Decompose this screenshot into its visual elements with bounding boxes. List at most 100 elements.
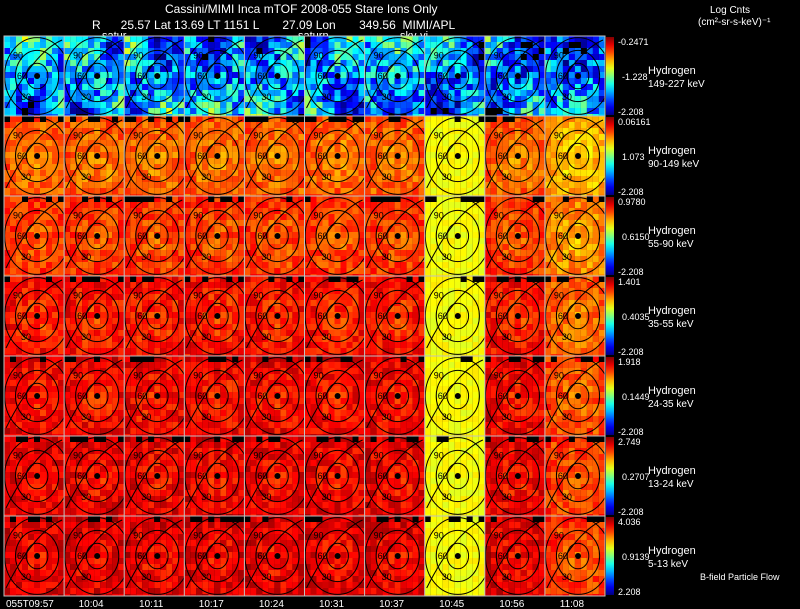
panel-3-column-2 — [64, 196, 125, 276]
panel-2-species: Hydrogen — [648, 145, 696, 157]
x-tick-label-6: 10:31 — [319, 599, 344, 609]
panel-6-column-3-contour-label-3: 30 — [141, 492, 151, 502]
panel-5-column-7-contour-label-1: 90 — [374, 370, 384, 380]
panel-2-column-9 — [484, 116, 545, 196]
panel-1-column-7-contour-label-1: 90 — [374, 50, 384, 60]
panel-4-colorbar-min: -2.208 — [618, 347, 644, 357]
panel-5-column-6 — [304, 356, 365, 436]
panel-4-column-6-contour-label-2: 60 — [318, 311, 328, 321]
panel-7-column-6-contour-label-3: 30 — [322, 572, 332, 582]
panel-1-column-4 — [184, 36, 245, 116]
panel-1-column-4-contour-label-2: 60 — [197, 71, 207, 81]
panel-1-column-10-contour-label-3: 30 — [562, 92, 572, 102]
panel-5-column-9-contour-label-3: 30 — [502, 412, 512, 422]
x-tick-label-2: 10:04 — [79, 599, 104, 609]
panel-2-column-9-contour-label-2: 60 — [498, 151, 508, 161]
panel-5-column-10 — [544, 356, 605, 436]
panel-5-column-6-contour-label-2: 60 — [318, 391, 328, 401]
panel-3-column-10 — [544, 196, 605, 276]
panel-1-column-2-contour-label-1: 90 — [73, 50, 83, 60]
panel-7-column-5-contour-label-1: 90 — [253, 530, 263, 540]
panel-3-column-2-planet-marker — [94, 233, 101, 239]
panel-7-column-10-contour-label-1: 90 — [554, 530, 564, 540]
panel-7-column-7-contour-label-1: 90 — [374, 530, 384, 540]
panel-5-column-4-contour-label-1: 90 — [193, 370, 203, 380]
panel-3-column-9-contours — [484, 197, 551, 275]
panel-4-colorbar-mid: 0.4035 — [622, 312, 650, 322]
panel-6-column-5-planet-marker — [274, 473, 281, 479]
panel-5-column-3-contour-label-1: 90 — [133, 370, 143, 380]
panel-6-column-9-planet-marker — [514, 473, 521, 479]
panel-7-column-5 — [244, 516, 305, 596]
panel-6-column-7-contour-label-3: 30 — [382, 492, 392, 502]
panel-4-column-5-contour-label-1: 90 — [253, 290, 263, 300]
panel-2-column-2-contour-label-3: 30 — [81, 172, 91, 182]
panel-1-column-9-contour-label-1: 90 — [494, 50, 504, 60]
panel-2-column-4-planet-marker — [214, 153, 221, 159]
panel-2-column-1-contour-label-1: 90 — [13, 130, 23, 140]
panel-3-column-4-planet-marker — [214, 233, 221, 239]
panel-2-column-7 — [364, 116, 425, 196]
panel-2-column-2-contour-label-2: 60 — [77, 151, 87, 161]
panel-4-column-4-contour-label-1: 90 — [193, 290, 203, 300]
panel-3-column-8 — [424, 196, 485, 276]
panel-7-column-9-contour-label-2: 60 — [498, 551, 508, 561]
panel-4-column-1-planet-marker — [34, 313, 41, 319]
panel-3-column-5 — [244, 196, 305, 276]
panel-6-column-7-contours — [364, 437, 431, 515]
panel-4-column-6-planet-marker — [334, 313, 341, 319]
panel-6-column-7-planet-marker — [394, 473, 401, 479]
panel-3-column-6-contour-label-2: 60 — [318, 231, 328, 241]
panel-7-column-10-contour-label-3: 30 — [562, 572, 572, 582]
panel-6-column-10-contours — [545, 437, 611, 515]
panel-5-column-2 — [64, 356, 125, 436]
panel-2-column-8-contour-label-3: 30 — [442, 172, 452, 182]
panel-4-column-1 — [4, 276, 64, 356]
panel-4-column-9-planet-marker — [514, 313, 521, 319]
panel-7: 90 60 30 90 60 30 90 60 30 90 60 30 90 60 30 90 60 30 90 60… — [3, 515, 696, 597]
panel-4-column-8-contour-label-3: 30 — [442, 332, 452, 342]
panel-2-column-6 — [304, 116, 365, 196]
panel-7-column-7-contour-label-3: 30 — [382, 572, 392, 582]
panel-7-colorbar-max: 4.036 — [618, 517, 641, 527]
panel-1-colorbar — [606, 37, 614, 115]
panel-1-column-9 — [484, 36, 545, 116]
panel-4-column-8 — [424, 276, 485, 356]
panel-6-column-10-planet-marker — [575, 473, 581, 479]
panel-7-column-1-planet-marker — [34, 553, 41, 559]
panel-2-colorbar-mid: 1.073 — [622, 152, 645, 162]
panel-2-column-10-contour-label-1: 90 — [554, 130, 564, 140]
panel-4-column-4-contour-label-3: 30 — [201, 332, 211, 342]
panel-5-column-8-planet-marker — [454, 393, 461, 399]
panel-7-colorbar-min: 2.208 — [618, 587, 641, 597]
panel-6-column-1-planet-marker — [34, 473, 41, 479]
panel-1-column-10-contour-label-2: 60 — [558, 71, 568, 81]
panel-4-column-1-contour-label-2: 60 — [17, 311, 27, 321]
panel-1-column-1-contour-label-1: 90 — [13, 50, 23, 60]
panel-1-column-4-planet-marker — [214, 73, 221, 79]
x-tick-label-9: 10:56 — [499, 599, 524, 609]
panel-7-column-6-planet-marker — [334, 553, 341, 559]
panel-4-column-4-planet-marker — [214, 313, 221, 319]
panel-5-column-7-contour-label-3: 30 — [382, 412, 392, 422]
panel-2-column-5-contour-label-2: 60 — [257, 151, 267, 161]
x-tick-label-7: 10:37 — [379, 599, 404, 609]
panel-4-column-3-planet-marker — [154, 313, 161, 319]
panel-6-colorbar — [606, 437, 614, 515]
panel-4-column-1-contour-label-3: 30 — [21, 332, 31, 342]
panel-7-column-5-contour-label-2: 60 — [257, 551, 267, 561]
panel-1-energy: 149-227 keV — [648, 79, 705, 90]
panel-6-column-8 — [424, 436, 485, 516]
panel-3-column-5-contour-label-3: 30 — [261, 252, 271, 262]
panel-3-column-8-contour-label-2: 60 — [438, 231, 448, 241]
panel-2-column-5 — [244, 116, 305, 196]
panel-6-column-2-contour-label-3: 30 — [81, 492, 91, 502]
panel-6-column-6-contour-label-3: 30 — [322, 492, 332, 502]
panel-1-column-8-planet-marker — [454, 73, 461, 79]
panel-4-column-1-contour-label-1: 90 — [13, 290, 23, 300]
panel-2-column-5-contour-label-1: 90 — [253, 130, 263, 140]
panel-4-column-2-contour-label-3: 30 — [81, 332, 91, 342]
panel-2-column-4-contour-label-1: 90 — [193, 130, 203, 140]
panel-2-column-3 — [124, 116, 185, 196]
